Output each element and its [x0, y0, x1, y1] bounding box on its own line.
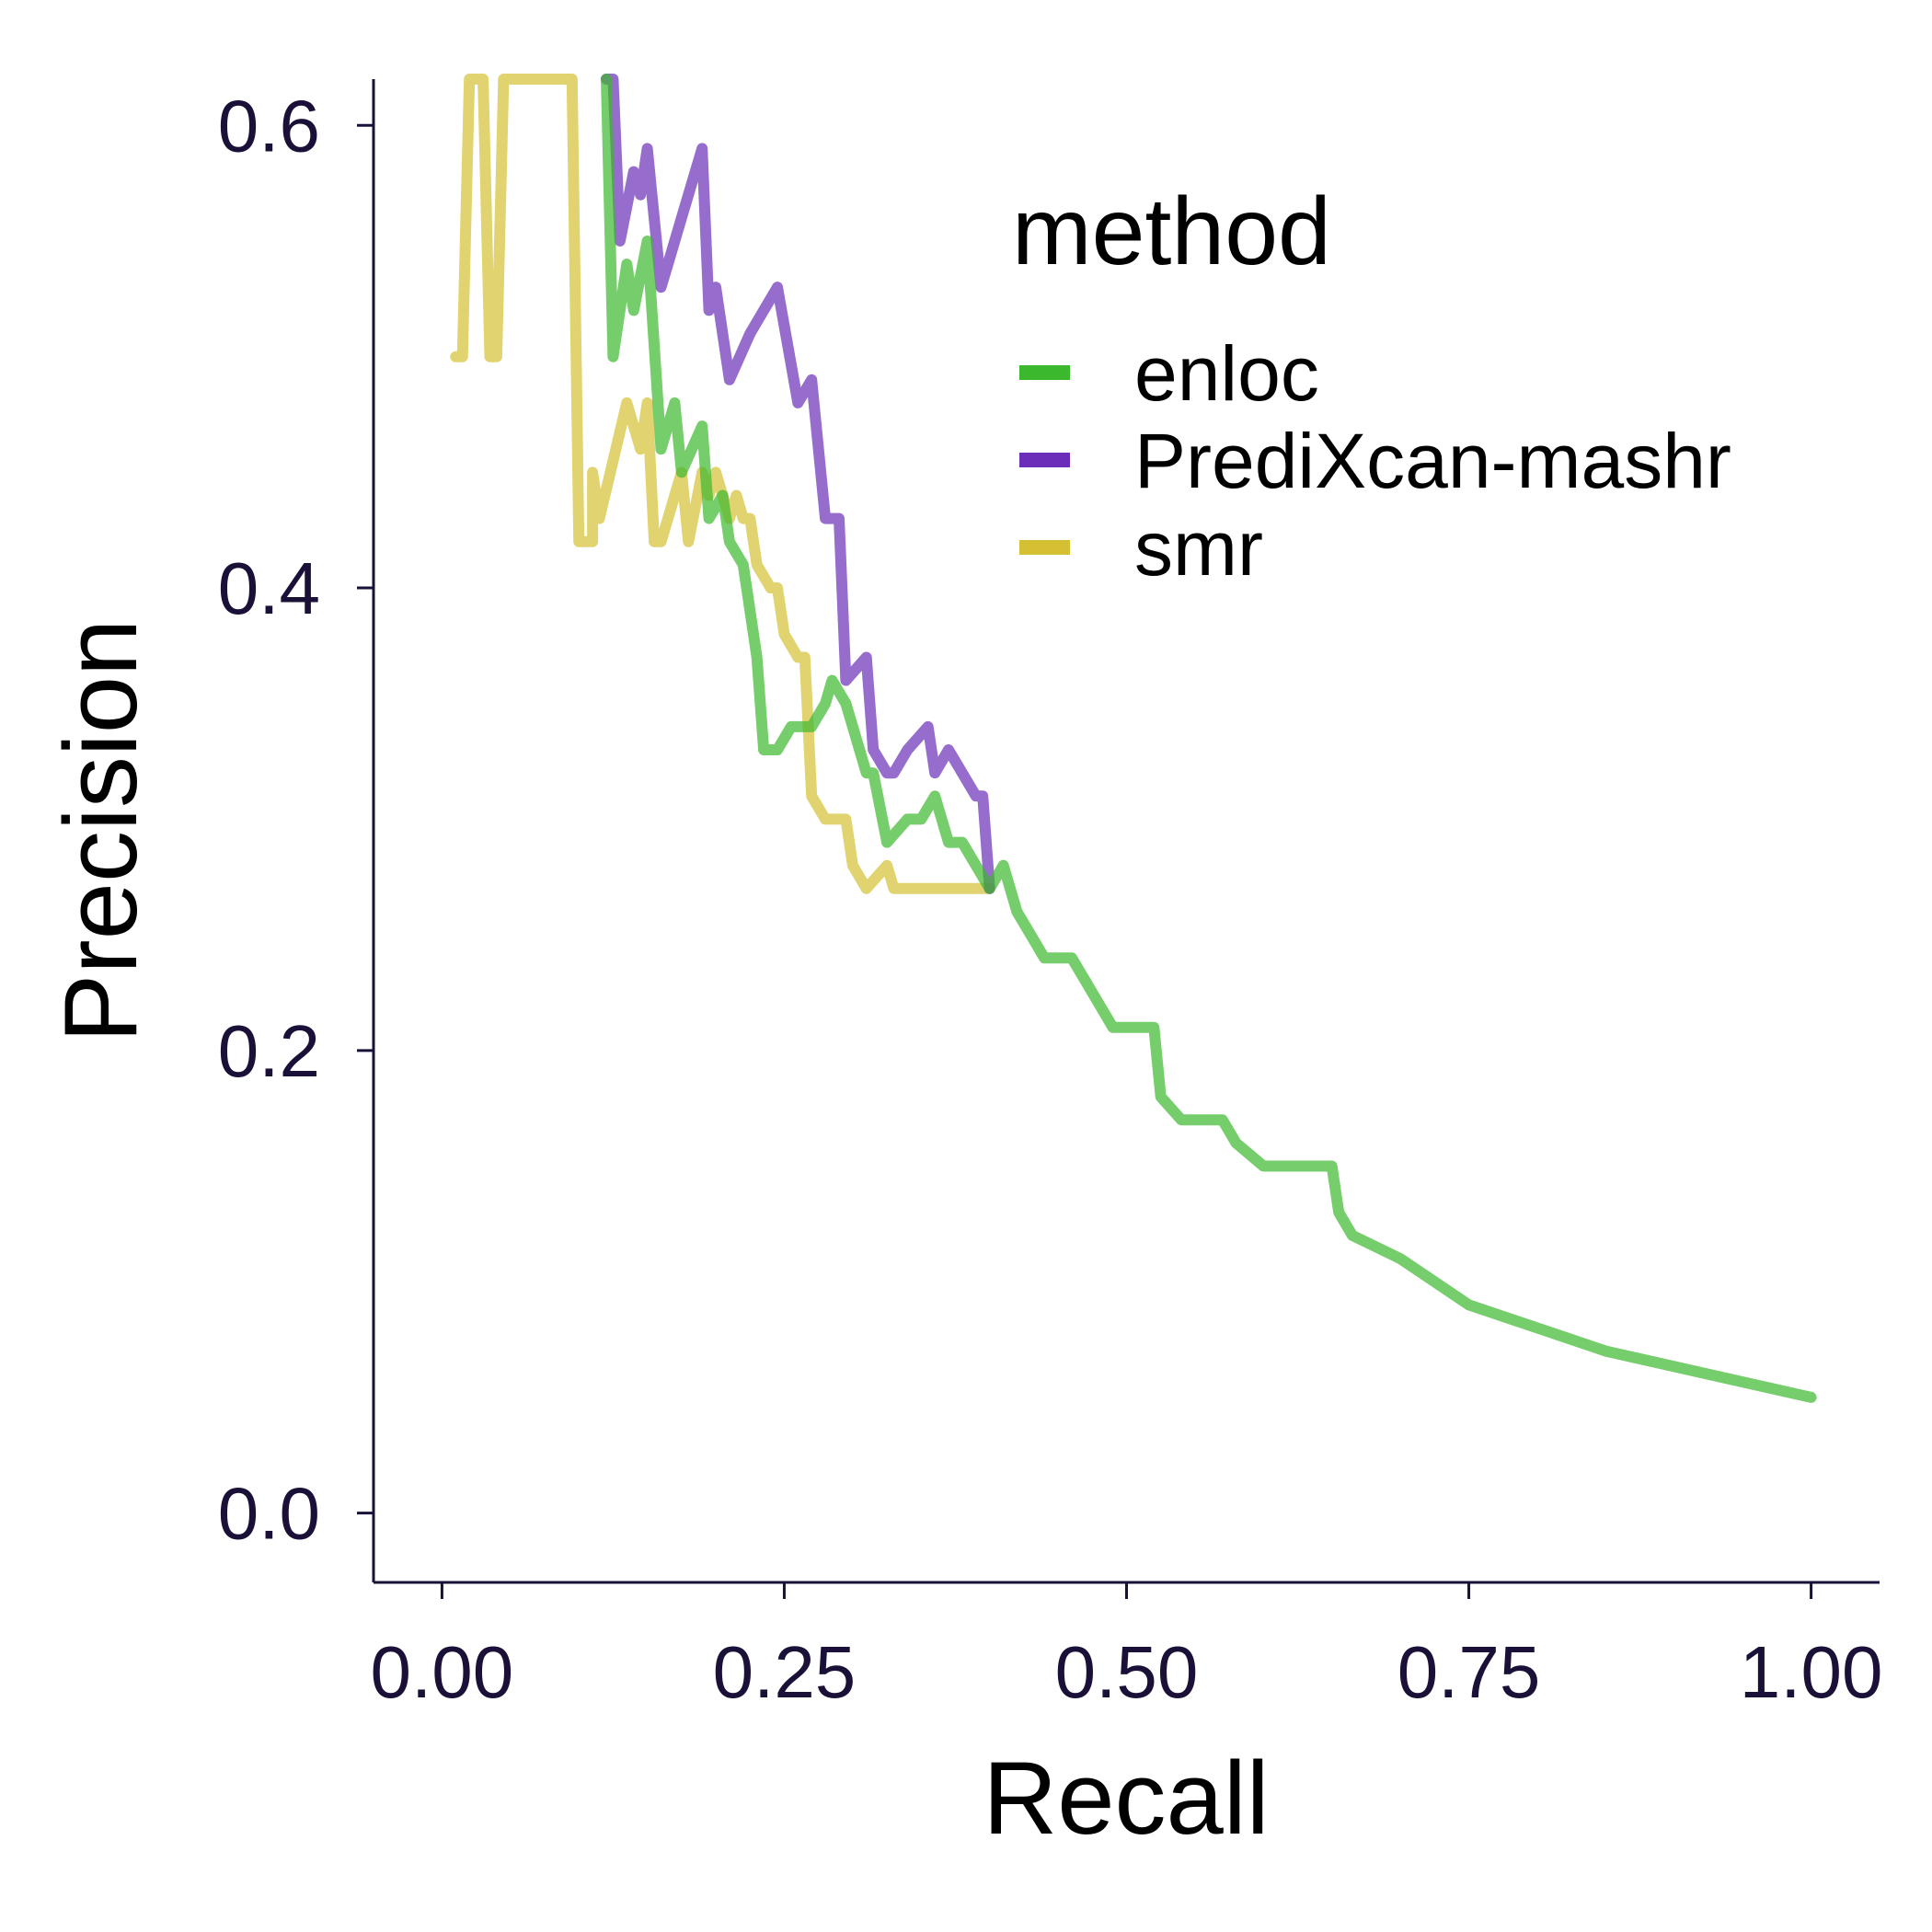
- x-tick-label: 0.75: [1397, 1631, 1541, 1713]
- y-ticks: 0.0 0.2 0.4 0.6: [218, 85, 374, 1555]
- y-tick-label: 0.0: [218, 1473, 320, 1555]
- y-axis-title: Precision: [43, 619, 158, 1043]
- y-tick-label: 0.2: [218, 1010, 320, 1092]
- series-line-smr: [450, 74, 995, 894]
- series-line-enloc: [601, 74, 1817, 1403]
- y-tick-label: 0.4: [218, 547, 320, 629]
- legend-label-smr: smr: [1134, 505, 1263, 592]
- legend-label-enloc: enloc: [1134, 330, 1319, 417]
- x-tick-label: 0.00: [371, 1631, 514, 1713]
- series-layer: [450, 74, 1817, 1403]
- x-tick-label: 0.50: [1055, 1631, 1199, 1713]
- x-tick-label: 1.00: [1740, 1631, 1883, 1713]
- series-line-predixcan-mashr: [601, 74, 995, 894]
- x-axis-title: Recall: [983, 1741, 1269, 1856]
- x-tick-label: 0.25: [713, 1631, 857, 1713]
- legend-title: method: [1012, 178, 1331, 285]
- x-ticks: 0.00 0.25 0.50 0.75 1.00: [371, 1582, 1883, 1713]
- y-tick-label: 0.6: [218, 85, 320, 167]
- legend-label-predixcan-mashr: PrediXcan-mashr: [1134, 418, 1731, 504]
